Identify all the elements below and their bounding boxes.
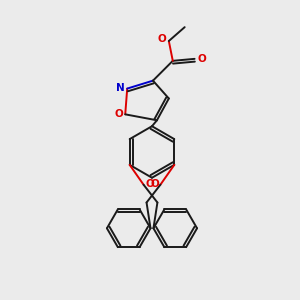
Text: N: N — [116, 82, 125, 93]
Text: O: O — [150, 179, 159, 189]
Text: O: O — [158, 34, 166, 44]
Text: O: O — [197, 54, 206, 64]
Text: O: O — [145, 179, 154, 189]
Text: O: O — [115, 109, 124, 119]
